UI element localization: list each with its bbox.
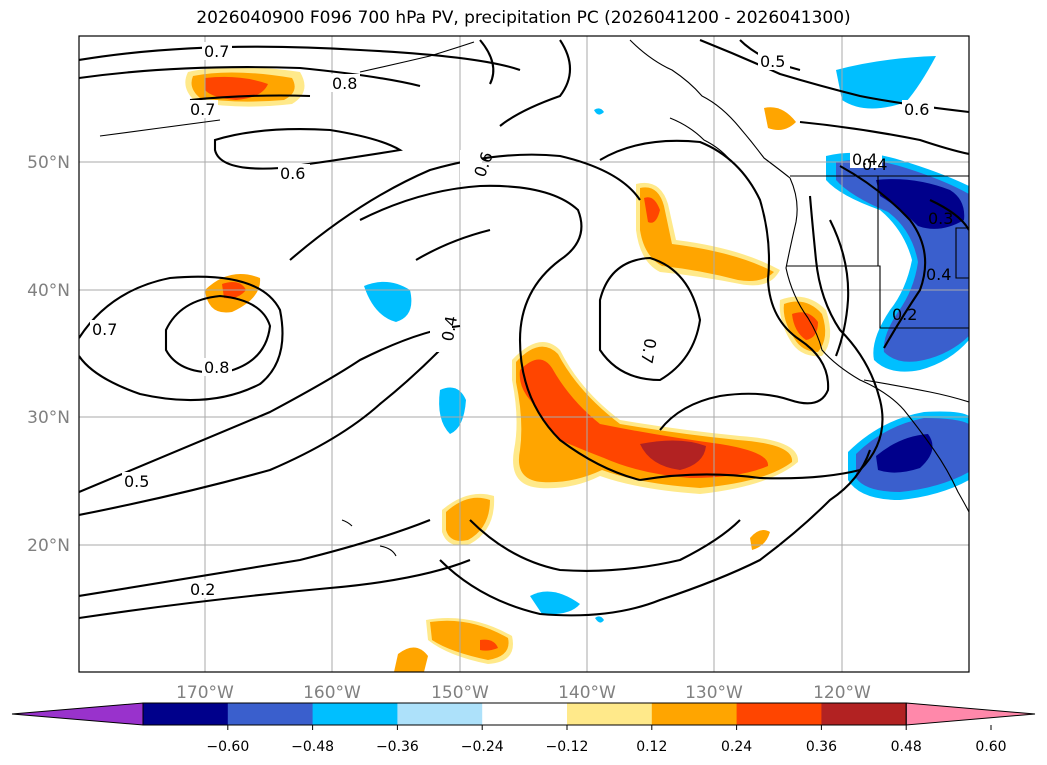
lat-label: 40°N [27, 281, 70, 301]
contour-label: 0.7 [188, 100, 218, 119]
contour-label-group: 0.7 0.8 0.7 0.6 0.6 0.5 0.6 0.4 0.7 0.8 … [90, 42, 953, 599]
colorbar-segment [312, 703, 398, 725]
colorbar-tick-label: −0.60 [206, 739, 249, 755]
colorbar-extend-high [905, 702, 1036, 726]
contour-label: 0.8 [330, 74, 360, 93]
svg-text:0.4: 0.4 [862, 155, 887, 174]
colorbar-segment [567, 703, 653, 725]
colorbar-segment [397, 703, 483, 725]
contour-label: 0.4 [926, 265, 951, 284]
colorbar-tick-label: 0.36 [806, 739, 837, 755]
colorbar-segment [482, 703, 568, 725]
lon-label: 130°W [685, 683, 743, 703]
lon-label: 140°W [558, 683, 616, 703]
lon-label: 160°W [303, 683, 361, 703]
contour-label: 0.5 [122, 472, 156, 491]
contour-label: 0.7 [90, 320, 120, 339]
svg-text:0.6: 0.6 [280, 164, 305, 183]
svg-text:0.7: 0.7 [204, 42, 229, 61]
contour-label: 0.6 [278, 164, 310, 183]
map-area: 0.7 0.8 0.7 0.6 0.6 0.5 0.6 0.4 0.7 0.8 … [79, 36, 969, 672]
lon-label: 150°W [431, 683, 489, 703]
contour-label: 0.6 [902, 100, 934, 119]
colorbar-tick-label: −0.36 [376, 739, 419, 755]
colorbar-extend-low [11, 702, 144, 726]
contour-label: 0.2 [188, 580, 222, 599]
contour-label: 0.7 [202, 42, 232, 61]
colorbar-frame [142, 702, 907, 726]
svg-text:0.2: 0.2 [892, 305, 917, 324]
latitude-labels: 50°N 40°N 30°N 20°N [27, 153, 70, 556]
plot-title: 2026040900 F096 700 hPa PV, precipitatio… [196, 8, 851, 28]
colorbar-tick-label: 0.48 [891, 739, 922, 755]
colorbar-tick-label: 0.60 [975, 739, 1006, 755]
colorbar-tick-label: −0.48 [291, 739, 334, 755]
colorbar-segment [143, 703, 229, 725]
contour-label: 0.4 [862, 155, 887, 174]
svg-text:0.8: 0.8 [204, 358, 229, 377]
svg-text:0.5: 0.5 [124, 472, 149, 491]
lon-label: 120°W [813, 683, 871, 703]
contour-label: 0.8 [202, 358, 232, 377]
coastlines [99, 39, 969, 557]
longitude-labels: 170°W 160°W 150°W 140°W 130°W 120°W [176, 683, 871, 703]
colorbar-tick-label: −0.24 [461, 739, 504, 755]
colorbar-segment [736, 703, 822, 725]
svg-text:0.4: 0.4 [852, 150, 877, 169]
colorbar-tick-label: 0.24 [721, 739, 752, 755]
lon-label: 170°W [176, 683, 234, 703]
contour-label: 0.4 [850, 150, 882, 169]
colorbar-segment [821, 703, 907, 725]
colorbar-tick-label: 0.12 [636, 739, 667, 755]
colorbar-segment [227, 703, 314, 725]
contour-label: 0.3 [928, 209, 953, 228]
svg-text:0.2: 0.2 [190, 580, 215, 599]
contour-label: 0.4 [430, 314, 461, 352]
svg-text:0.3: 0.3 [928, 209, 953, 228]
svg-text:0.7: 0.7 [190, 100, 215, 119]
map-frame [78, 35, 970, 673]
colorbar: −0.60 −0.48 −0.36 −0.24 −0.12 0.12 0.24 0.36 0.4… [11, 702, 1036, 755]
contour-label: 0.2 [892, 305, 917, 324]
svg-text:0.6: 0.6 [904, 100, 929, 119]
colorbar-segment [651, 703, 738, 725]
colorbar-tick-label: −0.12 [546, 739, 589, 755]
contour-label: 0.7 [624, 326, 660, 365]
svg-text:0.8: 0.8 [332, 74, 357, 93]
svg-text:0.4: 0.4 [438, 314, 461, 342]
contour-label: 0.5 [758, 52, 790, 71]
negative-anomaly-shading [364, 56, 969, 623]
lat-label: 50°N [27, 153, 70, 173]
svg-text:0.5: 0.5 [760, 52, 785, 71]
svg-text:0.4: 0.4 [926, 265, 951, 284]
lat-label: 30°N [27, 408, 70, 428]
svg-text:0.7: 0.7 [637, 337, 660, 365]
lat-label: 20°N [27, 536, 70, 556]
svg-text:0.7: 0.7 [92, 320, 117, 339]
